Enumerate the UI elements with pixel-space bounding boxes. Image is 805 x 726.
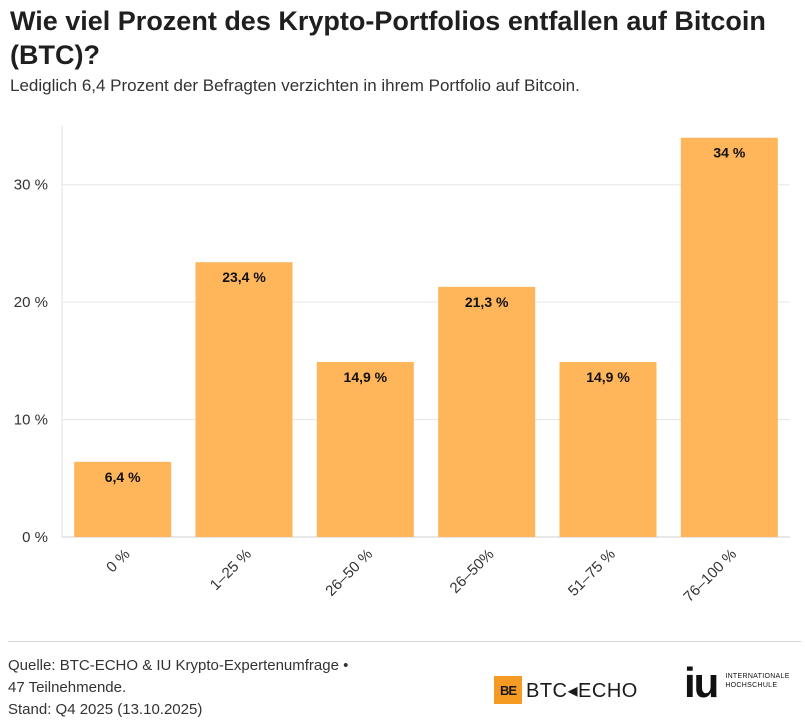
iu-logo-text: INTERNATIONALE HOCHSCHULE [725,672,789,690]
iu-logo-mark: iu [684,659,719,706]
source-note: Quelle: BTC-ECHO & IU Krypto-Expertenumf… [8,655,478,721]
bar [195,262,293,537]
bar [559,362,657,537]
x-tick-label: 51–75 % [565,546,619,600]
data-label: 23,4 % [222,269,266,285]
x-tick-label: 26–50% [447,546,498,597]
iu-logo: iu INTERNATIONALE HOCHSCHULE [684,659,790,706]
data-label: 6,4 % [105,469,141,485]
bar-chart: 0 % 10 % 20 % 30 % 6,4 % 0 % 23,4 % 1–25 % 14,9 … [14,126,790,606]
btc-echo-logo: BЕ BTC◂ECHO [494,676,638,704]
source-line-2: 47 Teilnehmende. [8,679,127,696]
x-tick-label: 1–25 % [207,546,255,594]
x-tick-label: 26–50 % [322,546,376,600]
iu-logo-text-line-1: INTERNATIONALE [725,673,790,680]
data-label: 21,3 % [465,294,509,310]
data-label: 14,9 % [344,369,388,385]
btc-echo-logo-mark: BЕ [494,676,522,704]
source-line-1: Quelle: BTC-ECHO & IU Krypto-Expertenumf… [8,657,349,674]
y-tick-label: 10 % [14,412,48,429]
bar [680,137,778,537]
btc-echo-logo-text: BTC◂ECHO [526,679,638,702]
iu-logo-text-line-2: HOCHSCHULE [725,682,778,689]
x-tick-label: 0 % [103,546,133,576]
y-tick-label: 30 % [14,177,48,194]
bar [438,286,536,537]
bar [316,362,414,537]
y-tick-label: 0 % [22,529,48,546]
source-line-3: Stand: Q4 2025 (13.10.2025) [8,701,203,718]
bar [74,461,172,537]
x-tick-label: 76–100 % [680,546,740,606]
y-tick-label: 20 % [14,294,48,311]
chart-subtitle: Lediglich 6,4 Prozent der Befragten verz… [10,76,580,95]
data-label: 34 % [713,145,745,161]
chart-title: Wie viel Prozent des Krypto-Portfolios e… [10,6,766,70]
data-label: 14,9 % [586,369,630,385]
footer-divider [8,641,801,642]
